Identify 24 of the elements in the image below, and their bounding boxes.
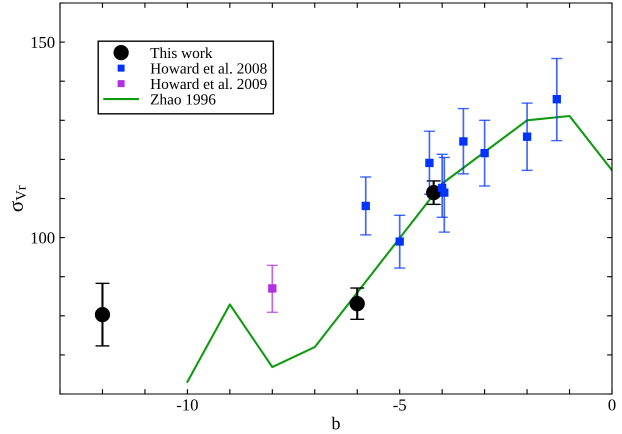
point [522, 132, 532, 141]
point [94, 306, 110, 322]
legend-label: Zhao 1996 [150, 94, 216, 105]
point [350, 296, 365, 312]
x-tick-label: -10 [176, 399, 198, 411]
x-tick-label: 0 [608, 399, 616, 411]
y-axis-title: σ$_{Vr}$ [12, 185, 26, 212]
x-tick-label: -5 [393, 400, 406, 411]
point [440, 188, 448, 197]
legend-label: Howard et al. 2009 [150, 78, 267, 90]
point [396, 237, 404, 246]
point [362, 202, 370, 210]
point [426, 184, 442, 200]
legend-label: This work [150, 47, 213, 58]
y-tick-label: 150 [32, 36, 55, 48]
point [425, 158, 434, 168]
x-axis-title: b [331, 416, 340, 430]
line-series [186, 114, 612, 383]
legend-label: Howard et al. 2008 [150, 62, 267, 74]
point [268, 284, 276, 293]
point [480, 148, 489, 158]
point [552, 95, 561, 104]
point [459, 137, 468, 146]
y-tick-label: 100 [32, 232, 55, 244]
